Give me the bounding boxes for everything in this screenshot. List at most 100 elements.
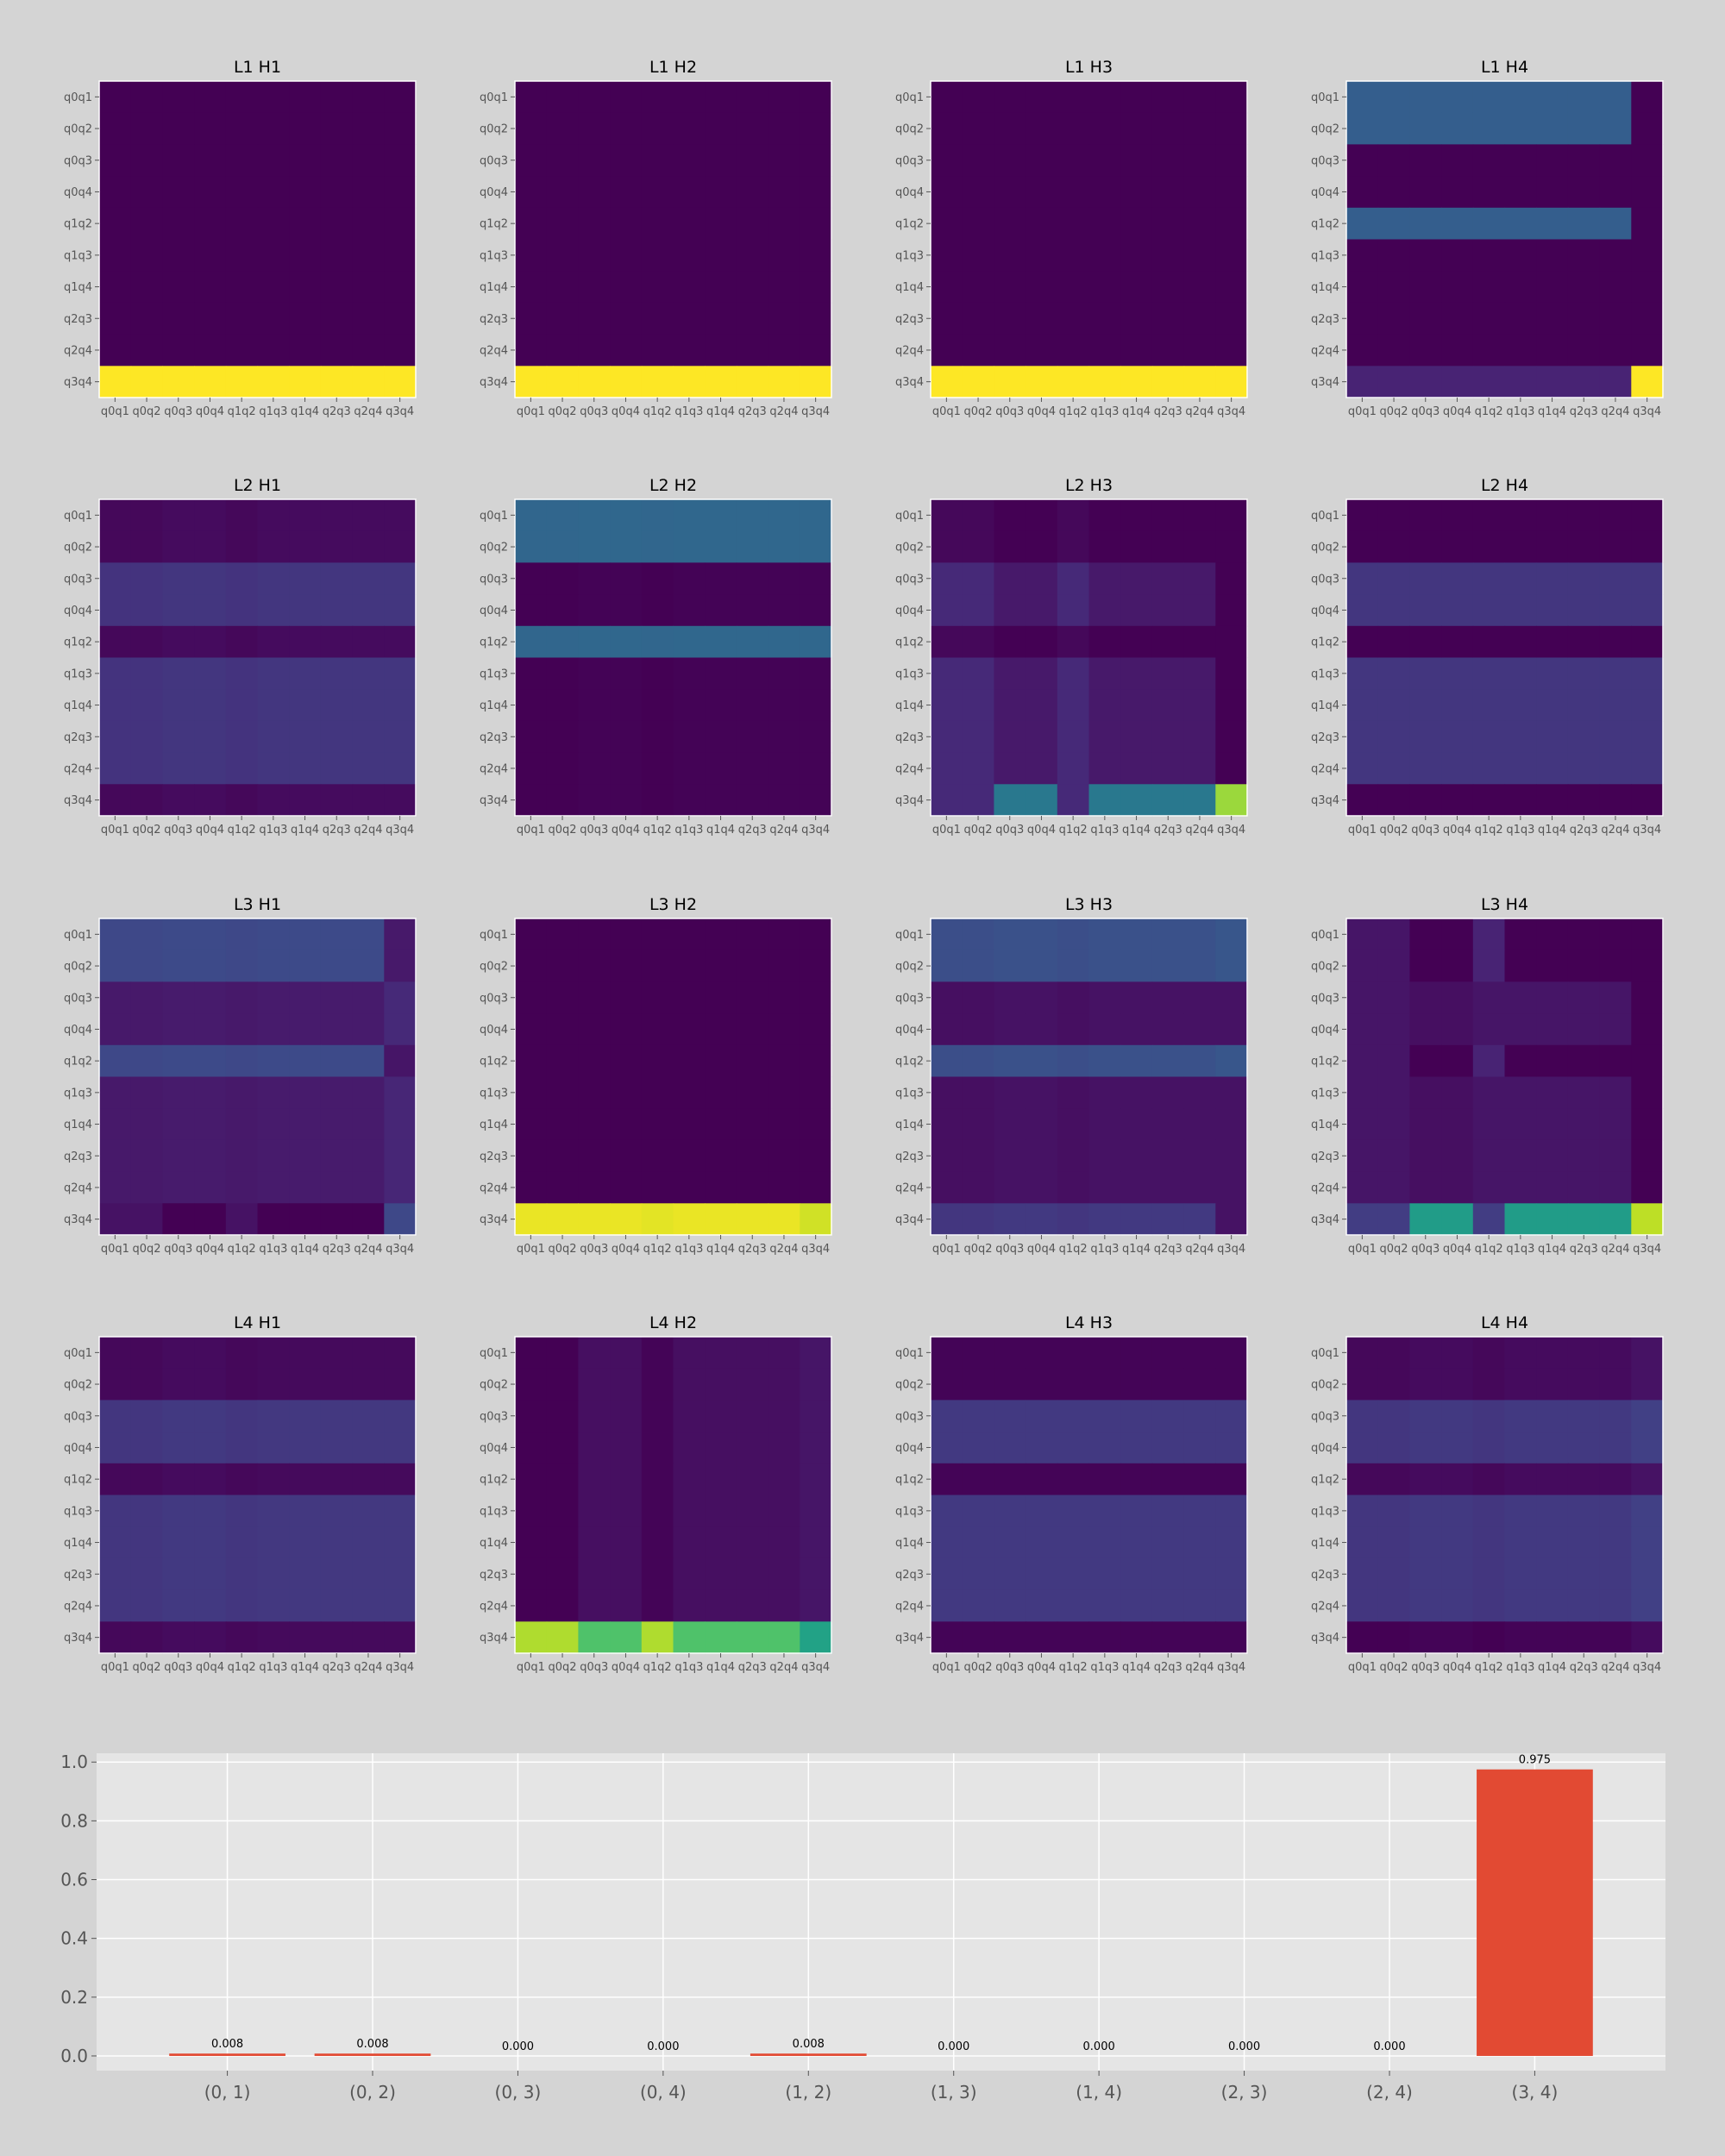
heatmap-cell bbox=[384, 720, 417, 754]
heatmap-panel: L2 H3q0q1q0q2q0q3q0q4q1q2q1q3q1q4q2q3q2q… bbox=[895, 476, 1248, 837]
heatmap-cell bbox=[994, 1139, 1026, 1173]
heatmap-cell bbox=[1151, 657, 1185, 690]
heatmap-cell bbox=[800, 1495, 832, 1527]
heatmap-cell bbox=[1215, 176, 1248, 209]
heatmap-cell bbox=[1567, 1368, 1601, 1401]
y-tick-label: q1q4 bbox=[895, 281, 924, 294]
heatmap-cell bbox=[257, 334, 290, 367]
heatmap-cell bbox=[384, 1203, 417, 1236]
y-tick-label: q3q4 bbox=[64, 1632, 92, 1645]
heatmap-cell bbox=[162, 720, 195, 754]
heatmap-cell bbox=[800, 562, 832, 595]
y-tick-label: q1q3 bbox=[480, 249, 508, 262]
heatmap-cell bbox=[515, 657, 548, 690]
heatmap-cell bbox=[1409, 1495, 1442, 1527]
heatmap-cell bbox=[994, 271, 1026, 304]
heatmap-cell bbox=[1599, 689, 1632, 722]
heatmap-cell bbox=[194, 1589, 227, 1622]
heatmap-cell bbox=[1057, 625, 1090, 659]
heatmap-cell bbox=[1057, 1557, 1090, 1591]
y-tick-label: q2q3 bbox=[1311, 313, 1339, 326]
heatmap-cell bbox=[1567, 366, 1601, 398]
bar-value-label: 0.000 bbox=[1083, 2040, 1115, 2053]
heatmap-cell bbox=[768, 1526, 800, 1559]
heatmap-cell bbox=[1215, 918, 1248, 951]
heatmap-cell bbox=[384, 499, 417, 532]
heatmap-cell bbox=[1567, 1589, 1601, 1622]
heatmap-cell bbox=[1599, 271, 1632, 304]
heatmap-cell bbox=[1183, 1589, 1216, 1622]
y-tick-label: q2q4 bbox=[1311, 762, 1339, 775]
heatmap-cell bbox=[546, 657, 579, 690]
heatmap-cell bbox=[736, 334, 769, 367]
heatmap-cell bbox=[994, 950, 1026, 982]
y-tick-label: q0q1 bbox=[64, 510, 92, 523]
heatmap-cell bbox=[705, 1557, 737, 1591]
heatmap-cell bbox=[1026, 271, 1058, 304]
heatmap-cell bbox=[1026, 752, 1058, 785]
heatmap-cell bbox=[962, 950, 994, 982]
heatmap-cell bbox=[1088, 950, 1121, 982]
heatmap-cell bbox=[1472, 1621, 1506, 1654]
y-tick-label: q2q3 bbox=[480, 731, 508, 744]
x-tick-label: q1q2 bbox=[228, 1243, 256, 1256]
heatmap-cell bbox=[225, 918, 259, 951]
heatmap-cell bbox=[1504, 1108, 1537, 1141]
heatmap-cell bbox=[384, 1432, 417, 1464]
heatmap-cell bbox=[768, 334, 800, 367]
y-tick-label: q0q4 bbox=[1311, 186, 1339, 199]
heatmap-cell bbox=[673, 302, 706, 335]
heatmap-cell bbox=[384, 562, 417, 595]
heatmap-cell bbox=[1599, 302, 1632, 335]
heatmap-cell bbox=[1215, 784, 1248, 817]
heatmap-cell bbox=[130, 302, 163, 335]
heatmap-cell bbox=[1183, 1171, 1216, 1204]
heatmap-cell bbox=[99, 334, 132, 367]
heatmap-cell bbox=[225, 499, 259, 532]
heatmap-cell bbox=[673, 1076, 706, 1109]
heatmap-cell bbox=[610, 1589, 643, 1622]
bar bbox=[314, 2053, 431, 2056]
heatmap-cell bbox=[1377, 1526, 1410, 1559]
heatmap-cell bbox=[610, 271, 643, 304]
heatmap-cell bbox=[578, 366, 611, 398]
heatmap-cell bbox=[1120, 1203, 1153, 1236]
heatmap-cell bbox=[641, 239, 674, 272]
heatmap-cell bbox=[1346, 1432, 1379, 1464]
heatmap-cell bbox=[162, 950, 195, 982]
heatmap-cell bbox=[515, 1076, 548, 1109]
x-tick-label: q0q4 bbox=[1027, 405, 1056, 418]
heatmap-cell bbox=[1026, 918, 1058, 951]
heatmap-cell bbox=[578, 1400, 611, 1432]
heatmap-cell bbox=[546, 366, 579, 398]
y-tick-label: q0q1 bbox=[895, 91, 924, 104]
heatmap-cell bbox=[1215, 625, 1248, 659]
heatmap-cell bbox=[546, 271, 579, 304]
heatmap-cell bbox=[768, 657, 800, 690]
heatmap-cell bbox=[1346, 499, 1379, 532]
heatmap-cell bbox=[1377, 302, 1410, 335]
x-tick-label: q0q4 bbox=[1443, 405, 1471, 418]
heatmap-cell bbox=[1026, 784, 1058, 817]
heatmap-cell bbox=[289, 1203, 322, 1236]
heatmap-cell bbox=[1472, 271, 1506, 304]
y-tick-label: q0q3 bbox=[480, 573, 508, 586]
heatmap-cell bbox=[1631, 981, 1664, 1014]
heatmap-cell bbox=[1183, 1139, 1216, 1173]
heatmap-cell bbox=[994, 981, 1026, 1014]
heatmap-cell bbox=[800, 144, 832, 177]
heatmap-cell bbox=[1057, 1108, 1090, 1141]
heatmap-cell bbox=[1215, 1171, 1248, 1204]
heatmap-cell bbox=[610, 366, 643, 398]
y-tick-label: q3q4 bbox=[480, 794, 508, 807]
heatmap-cell bbox=[1409, 1463, 1442, 1496]
heatmap-cell bbox=[768, 112, 800, 145]
heatmap-cell bbox=[800, 1557, 832, 1591]
heatmap-cell bbox=[1504, 1203, 1537, 1236]
heatmap-title: L1 H2 bbox=[649, 58, 697, 77]
heatmap-cell bbox=[1026, 302, 1058, 335]
heatmap-cell bbox=[641, 1557, 674, 1591]
heatmap-cell bbox=[99, 1203, 132, 1236]
heatmap-cell bbox=[1057, 950, 1090, 982]
heatmap-cell bbox=[610, 1432, 643, 1464]
